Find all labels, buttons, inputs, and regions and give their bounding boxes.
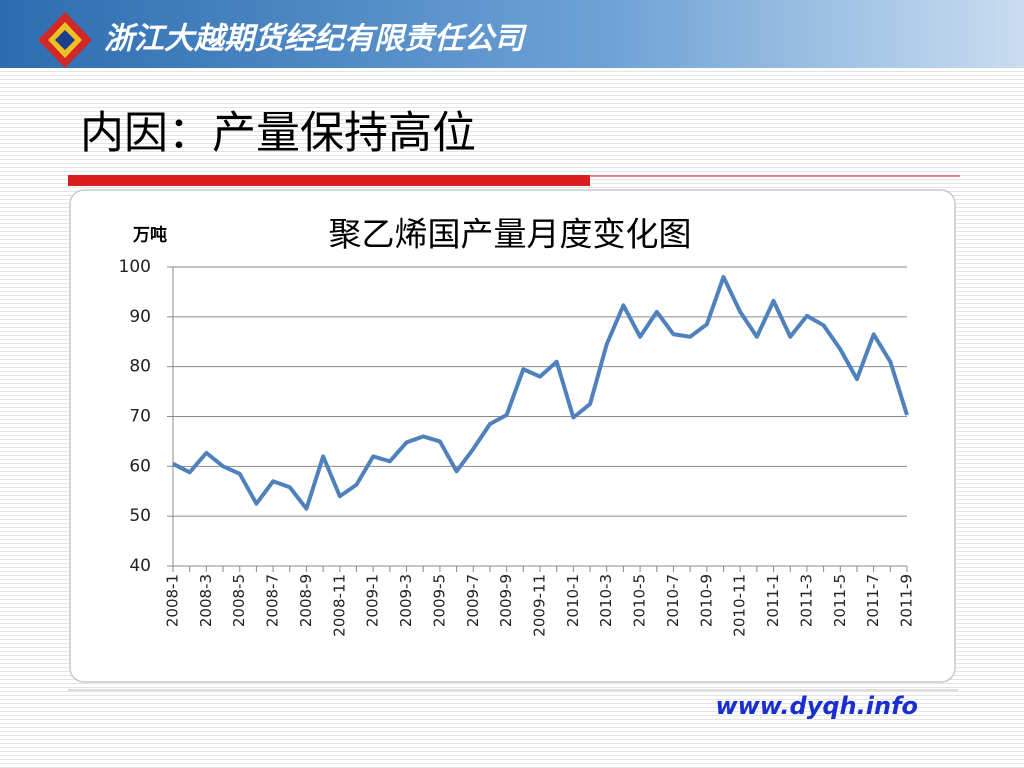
y-tick-label: 70 bbox=[129, 407, 151, 427]
x-tick-label: 2010-1 bbox=[564, 574, 582, 627]
y-axis-label: 万吨 bbox=[132, 225, 167, 246]
y-tick-label: 60 bbox=[129, 456, 151, 476]
title-bar bbox=[68, 175, 590, 186]
x-tick-label: 2010-11 bbox=[731, 574, 749, 637]
plot-area: 40 50 60 70 80 90 100 2008-1 2008-3 2008-5 2008-7 2… bbox=[119, 257, 916, 637]
y-tick-label: 90 bbox=[129, 307, 151, 327]
chart-frame bbox=[69, 189, 956, 683]
x-tick-label: 2010-5 bbox=[631, 574, 649, 627]
x-tick-label: 2011-1 bbox=[764, 574, 782, 627]
data-line bbox=[172, 274, 909, 511]
x-tick-label: 2011-9 bbox=[898, 574, 916, 627]
logo bbox=[38, 12, 92, 68]
x-tick-label: 2011-5 bbox=[831, 574, 849, 627]
header-bar bbox=[0, 0, 1024, 68]
x-tick-label: 2009-9 bbox=[497, 574, 515, 627]
chart-title: 聚乙烯国产量月度变化图 bbox=[329, 215, 692, 254]
x-tick-label: 2011-3 bbox=[797, 574, 815, 627]
x-tick-label: 2009-7 bbox=[464, 574, 482, 627]
x-tick-label: 2008-11 bbox=[330, 574, 348, 637]
x-tick-label: 2011-7 bbox=[864, 574, 882, 627]
x-tick-label: 2010-9 bbox=[697, 574, 715, 627]
x-tick-label: 2008-5 bbox=[230, 574, 248, 627]
x-tick-label: 2010-7 bbox=[664, 574, 682, 627]
y-tick-label: 100 bbox=[119, 257, 151, 277]
x-tick-label: 2008-9 bbox=[297, 574, 315, 627]
slide-title: 内因：产量保持高位 bbox=[80, 108, 476, 159]
footer-url: www.dyqh.info bbox=[715, 692, 918, 720]
x-tick-label: 2008-7 bbox=[264, 574, 282, 627]
x-tick-label: 2009-3 bbox=[397, 574, 415, 627]
y-tick-label: 80 bbox=[129, 357, 151, 377]
x-tick-label: 2009-5 bbox=[430, 574, 448, 627]
x-tick-label: 2009-1 bbox=[364, 574, 382, 627]
x-tick-label: 2010-3 bbox=[597, 574, 615, 627]
y-tick-label: 40 bbox=[129, 556, 151, 576]
x-tick-label: 2008-3 bbox=[197, 574, 215, 627]
company-name: 浙江大越期货经纪有限责任公司 bbox=[104, 22, 528, 57]
y-tick-label: 50 bbox=[129, 506, 151, 526]
x-tick-label: 2009-11 bbox=[531, 574, 549, 637]
x-tick-label: 2008-1 bbox=[164, 574, 182, 627]
